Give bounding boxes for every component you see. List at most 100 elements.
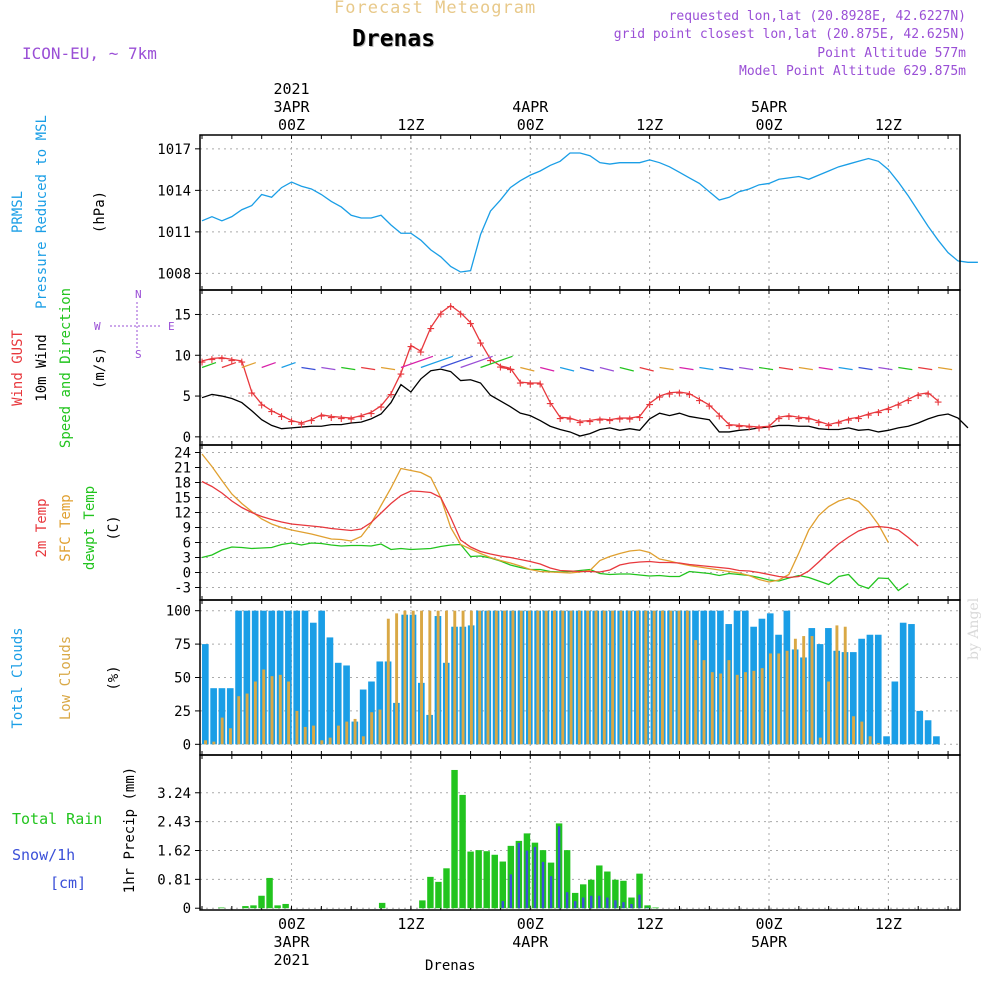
snow-bar xyxy=(525,850,529,909)
gust-line-marker: + xyxy=(437,307,445,322)
wind-direction-arrow xyxy=(758,366,774,371)
gust-line-marker: + xyxy=(894,398,902,413)
rain-bar xyxy=(475,850,482,909)
gust-line-marker: + xyxy=(298,417,306,432)
gust-line-marker: + xyxy=(218,352,226,367)
low-cloud-bar xyxy=(727,660,731,745)
low-cloud-bar xyxy=(386,618,390,745)
rain-bar xyxy=(451,769,458,909)
cloud-tick-label: 50 xyxy=(174,671,191,687)
precip-tick-label: 1.62 xyxy=(157,843,191,859)
low-cloud-bar xyxy=(278,674,282,745)
top-time-label: 4APR xyxy=(512,98,549,116)
temp-tick-label: 3 xyxy=(183,551,191,567)
total-cloud-bar xyxy=(334,662,342,745)
bottom-time-label: 12Z xyxy=(875,915,902,933)
rain-bar xyxy=(443,868,450,909)
gust-line-marker: + xyxy=(735,419,743,434)
wind-direction-arrow xyxy=(858,366,873,371)
wind-direction-arrow xyxy=(321,366,336,371)
wind-direction-arrow xyxy=(241,362,256,369)
low-cloud-bar xyxy=(677,610,681,745)
rain-bar xyxy=(652,907,659,909)
temp-tick-label: 24 xyxy=(174,446,191,462)
pressure-label-prmsl: PRMSL xyxy=(10,191,26,233)
gust-line-marker: + xyxy=(596,413,604,428)
total-cloud-bar xyxy=(924,720,932,745)
temp-tick-label: 0 xyxy=(183,566,191,582)
snow-bar xyxy=(622,902,625,909)
pressure-label-unit: (hPa) xyxy=(92,191,108,233)
low-cloud-bar xyxy=(544,610,548,745)
low-cloud-bar xyxy=(428,610,432,745)
gust-line-marker: + xyxy=(347,412,355,427)
temp-label-sfc: SFC Temp xyxy=(58,494,74,561)
wind-direction-arrow xyxy=(639,366,654,372)
low-cloud-bar xyxy=(868,736,872,745)
gust-line-marker: + xyxy=(845,413,853,428)
gust-line-marker: + xyxy=(775,411,783,426)
gust-line-marker: + xyxy=(676,386,684,401)
gust-line-marker: + xyxy=(815,415,823,430)
wind-direction-arrow xyxy=(201,362,217,369)
gust-line-marker: + xyxy=(397,367,405,382)
low-cloud-bar xyxy=(445,610,448,745)
gust-line-marker: + xyxy=(705,399,713,414)
bottom-time-label: 00Z xyxy=(278,915,305,933)
rain-bar xyxy=(467,851,474,909)
gust-line-marker: + xyxy=(427,322,435,337)
temp2m-line xyxy=(201,480,919,579)
cloud-label-unit: (%) xyxy=(106,665,122,690)
rain-bar xyxy=(483,851,490,909)
wind-direction-arrow xyxy=(440,355,473,369)
wind-direction-arrow xyxy=(520,366,535,372)
gust-line-marker: + xyxy=(357,410,365,425)
snow-bar xyxy=(606,897,609,909)
gust-line-marker: + xyxy=(317,409,325,424)
wind-direction-arrow xyxy=(619,366,634,372)
wind-direction-arrow xyxy=(659,366,674,371)
snow-bar xyxy=(598,895,601,909)
total-cloud-bar xyxy=(343,665,350,745)
snow-bar xyxy=(549,876,553,909)
temp-tick-label: 6 xyxy=(183,536,191,552)
wind-direction-arrow xyxy=(818,366,833,371)
gust-line-marker: + xyxy=(208,353,216,368)
wind-direction-arrow xyxy=(261,362,276,369)
rain-bar xyxy=(571,892,579,909)
wind-direction-arrow xyxy=(540,366,555,372)
gust-line-marker: + xyxy=(536,377,544,392)
gust-line-marker: + xyxy=(576,415,584,430)
total-cloud-bar xyxy=(226,688,234,745)
total-cloud-bar xyxy=(243,610,251,745)
low-cloud-bar xyxy=(569,610,573,745)
wind-direction-arrow xyxy=(898,366,913,371)
rain-bar xyxy=(596,865,603,909)
rain-bar xyxy=(218,907,225,909)
rain-bar xyxy=(419,900,426,909)
total-cloud-bar xyxy=(218,688,226,745)
wind-direction-arrow xyxy=(420,355,454,369)
low-cloud-bar xyxy=(586,610,590,745)
gust-line-marker: + xyxy=(417,345,425,360)
gust-line xyxy=(201,304,939,428)
low-cloud-bar xyxy=(702,660,706,745)
compass-s: S xyxy=(135,348,142,361)
gust-line-marker: + xyxy=(546,397,554,412)
low-cloud-bar xyxy=(843,626,847,745)
low-cloud-bar xyxy=(710,672,714,745)
bottom-time-label: 12Z xyxy=(397,915,424,933)
low-cloud-bar xyxy=(328,737,332,745)
snow-bar xyxy=(630,903,633,909)
precip-tick-label: 2.43 xyxy=(157,815,191,831)
low-cloud-bar xyxy=(852,716,855,745)
low-cloud-bar xyxy=(220,717,224,745)
low-cloud-bar xyxy=(669,610,673,745)
gust-line-marker: + xyxy=(198,355,206,370)
gust-line-marker: + xyxy=(308,414,316,429)
low-cloud-bar xyxy=(295,710,299,745)
wind-tick-label: 5 xyxy=(183,389,191,405)
low-cloud-bar xyxy=(877,742,880,745)
gust-line-marker: + xyxy=(457,307,465,322)
